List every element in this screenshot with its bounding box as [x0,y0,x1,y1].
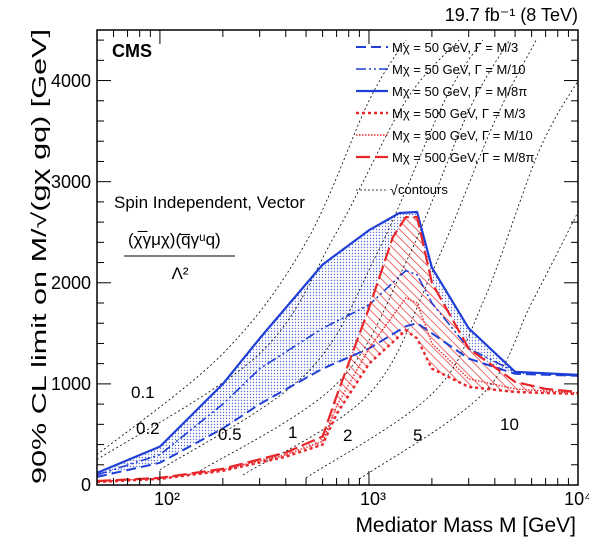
x-tick-label: 10³ [360,489,386,509]
contour-label: 0.2 [136,419,160,438]
y-tick-label: 0 [81,475,91,495]
coupling-contour [359,211,578,480]
operator-numerator: (χ̅γμχ)(q̅γᵘq) [128,230,221,249]
coupling-contours [97,39,578,480]
blue-uncertainty-band [97,212,578,477]
contour-label: 0.1 [131,383,155,402]
series-line [97,216,578,483]
legend: Mχ = 50 GeV, Γ = M/3 Mχ = 50 GeV, Γ = M/1… [356,40,534,198]
axis-ticks [96,30,579,486]
model-label: Spin Independent, Vector [114,193,305,212]
contour-label: 5 [413,426,422,445]
x-tick-label: 10² [154,489,180,509]
x-tick-label: 10⁴ [564,489,589,509]
y-tick-label: 1000 [51,374,91,394]
contour-label: 1 [288,423,297,442]
coupling-contour [159,39,484,471]
legend-label: Mχ = 50 GeV, Γ = M/3 [392,40,518,55]
x-axis-label: Mediator Mass M [GeV] [355,514,576,537]
y-tick-label: 4000 [51,71,91,91]
luminosity-label: 19.7 fb⁻¹ (8 TeV) [445,5,578,25]
operator-denominator: Λ² [171,264,188,283]
legend-label: Mχ = 50 GeV, Γ = M/8π [392,84,527,99]
y-axis-label: 90% CL limit on M/√(gχ gq) [GeV] [29,29,51,484]
limit-curves [97,210,578,484]
legend-label: Mχ = 50 GeV, Γ = M/10 [392,62,525,77]
contour-label: 0.5 [218,425,242,444]
y-tick-label: 3000 [51,172,91,192]
plot-frame [96,29,579,486]
coupling-contour [196,39,510,474]
y-tick-label: 2000 [51,273,91,293]
cms-label: CMS [112,41,152,61]
coupling-contour [305,80,578,479]
contour-label: 10 [500,415,519,434]
legend-label: Mχ = 500 GeV, Γ = M/8π [392,150,534,165]
series-line [97,210,578,474]
series-line [97,269,578,476]
series-line [97,322,578,478]
sqrt-symbol: √ [390,182,398,198]
coupling-contour [97,39,407,456]
contour-label: 2 [343,426,352,445]
series-line [97,329,578,484]
series-line [97,297,578,483]
legend-label: contours [398,182,448,197]
legend-label: Mχ = 500 GeV, Γ = M/10 [392,128,533,143]
contour-labels: 0.1 0.2 0.5 1 2 5 10 [131,383,519,445]
legend-label: Mχ = 500 GeV, Γ = M/3 [392,106,525,121]
